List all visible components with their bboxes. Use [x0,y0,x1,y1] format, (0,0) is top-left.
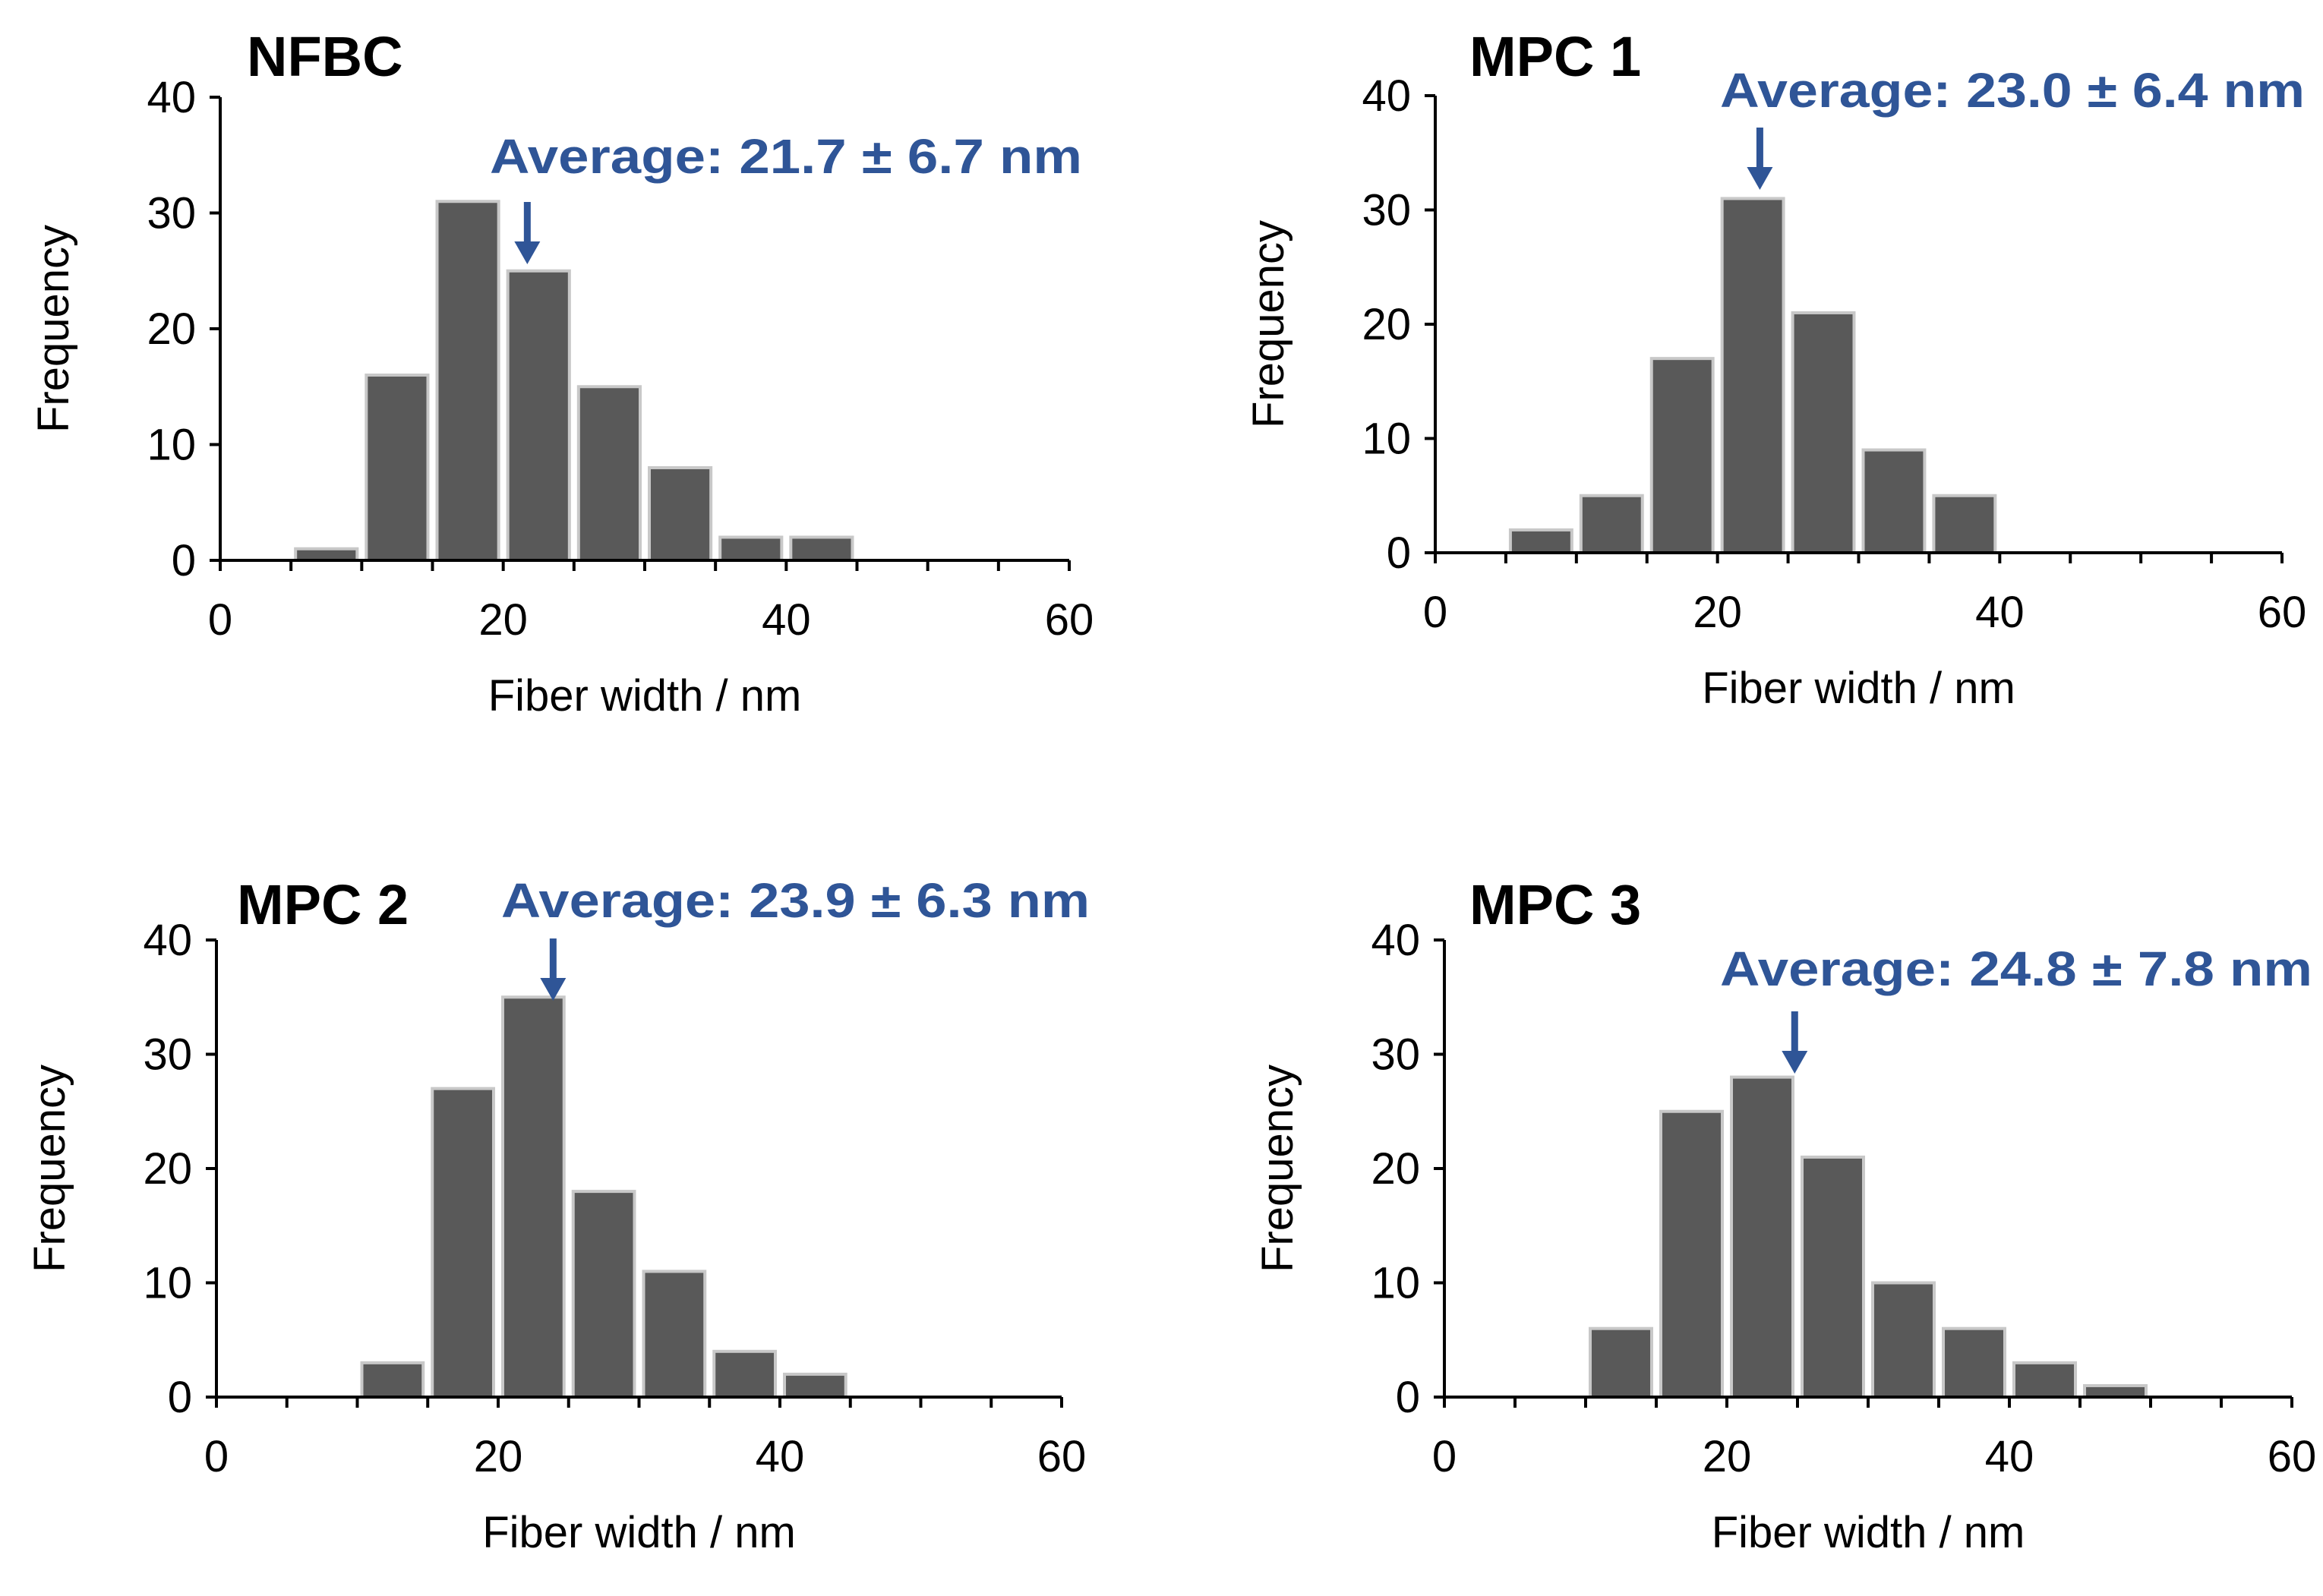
x-tick-label: 60 [2268,1432,2317,1481]
y-tick-label: 30 [143,1030,192,1080]
histogram-bar [712,1349,777,1399]
histogram-panel-1: 0 10 20 30 40 0 20 40 60 Fiber width / nm Frequenc… [29,25,1094,721]
histogram-bar [648,466,713,562]
histogram-bar [1932,494,1997,554]
histogram-bar [501,995,566,1399]
y-tick-label: 30 [1362,186,1411,235]
histogram-bar [1730,1075,1794,1399]
y-tick-label: 20 [1362,300,1411,349]
x-axis-title: Fiber width / nm [482,1508,796,1557]
y-tick-label: 10 [1362,415,1411,464]
histogram-bar [1579,494,1644,554]
histogram-bar [642,1270,707,1399]
x-tick-label: 60 [1037,1432,1087,1481]
panel-title: MPC 3 [1469,873,1641,936]
x-tick-label: 0 [1423,588,1447,637]
y-tick-label: 0 [172,536,196,585]
histogram-bar [783,1372,847,1399]
down-arrow-icon [1747,167,1773,190]
y-tick-label: 10 [147,421,196,470]
x-axis-title: Fiber width / nm [1712,1508,2025,1557]
x-tick-label: 20 [1703,1432,1752,1481]
average-annotation: Average: 23.9 ± 6.3 nm [501,873,1090,928]
histogram-bar [718,535,784,562]
x-tick-label: 40 [1975,588,2025,637]
y-tick-label: 40 [1362,71,1411,121]
average-annotation: Average: 23.0 ± 6.4 nm [1720,63,2305,118]
y-tick-label: 40 [143,916,192,965]
histogram-bar [789,535,854,562]
y-tick-label: 40 [147,73,196,122]
y-tick-label: 20 [147,304,196,354]
panel-title: NFBC [247,25,403,88]
histogram-bar [1801,1155,1865,1399]
histogram-bar [576,385,642,562]
x-tick-label: 40 [762,595,811,645]
histogram-bar [1720,197,1785,554]
histogram-bar [1942,1326,2006,1399]
panel-title: MPC 2 [237,873,409,936]
histogram-bar [1508,528,1573,555]
y-tick-label: 20 [1371,1144,1420,1194]
average-annotation: Average: 24.8 ± 7.8 nm [1720,942,2312,996]
y-tick-label: 0 [1387,528,1411,578]
x-tick-label: 40 [1985,1432,2034,1481]
histogram-bar [1589,1326,1653,1399]
y-tick-label: 10 [143,1259,192,1308]
panel-title: MPC 1 [1469,25,1641,88]
y-tick-label: 40 [1371,916,1420,965]
histogram-bar [506,269,571,562]
y-axis-title: Frequency [1244,220,1293,428]
histogram-panel-3: 0 10 20 30 40 0 20 40 60 Fiber width / nm Frequenc… [25,873,1090,1557]
y-axis-title: Frequency [29,225,78,433]
histogram-bar [431,1087,495,1399]
histogram-bar [1861,448,1927,554]
histogram-bar [1659,1109,1724,1399]
histogram-bar [294,547,359,562]
x-tick-label: 20 [478,595,528,645]
y-tick-label: 30 [147,189,196,238]
histogram-bar [1649,357,1715,554]
y-tick-label: 10 [1371,1259,1420,1308]
x-tick-label: 0 [1432,1432,1457,1481]
average-annotation: Average: 21.7 ± 6.7 nm [490,129,1082,184]
x-tick-label: 0 [208,595,232,645]
histogram-bar [365,374,430,562]
histogram-bar [571,1190,636,1399]
x-tick-label: 40 [756,1432,805,1481]
histogram-bar [435,200,500,562]
y-tick-label: 0 [168,1373,192,1422]
down-arrow-icon [1782,1051,1808,1074]
x-tick-label: 20 [1693,588,1742,637]
y-tick-label: 0 [1396,1373,1420,1422]
histogram-bar [360,1361,425,1399]
histogram-panel-2: 0 10 20 30 40 0 20 40 60 Fiber width / nm Frequenc… [1244,25,2306,713]
y-tick-label: 30 [1371,1030,1420,1080]
y-tick-label: 20 [143,1144,192,1194]
x-tick-label: 20 [474,1432,523,1481]
x-axis-title: Fiber width / nm [488,671,802,721]
x-axis-title: Fiber width / nm [1702,664,2015,713]
x-tick-label: 60 [1045,595,1094,645]
y-axis-title: Frequency [1253,1065,1302,1273]
x-tick-label: 0 [204,1432,229,1481]
down-arrow-icon [540,978,567,1001]
histogram-bar [1871,1281,1936,1399]
histogram-bar [2012,1361,2077,1399]
histogram-bar [1791,311,1856,554]
y-axis-title: Frequency [25,1065,74,1273]
histogram-panel-4: 0 10 20 30 40 0 20 40 60 Fiber width / nm Frequenc… [1253,873,2316,1557]
x-tick-label: 60 [2258,588,2307,637]
histogram-bar [2083,1383,2148,1399]
down-arrow-icon [514,241,541,264]
